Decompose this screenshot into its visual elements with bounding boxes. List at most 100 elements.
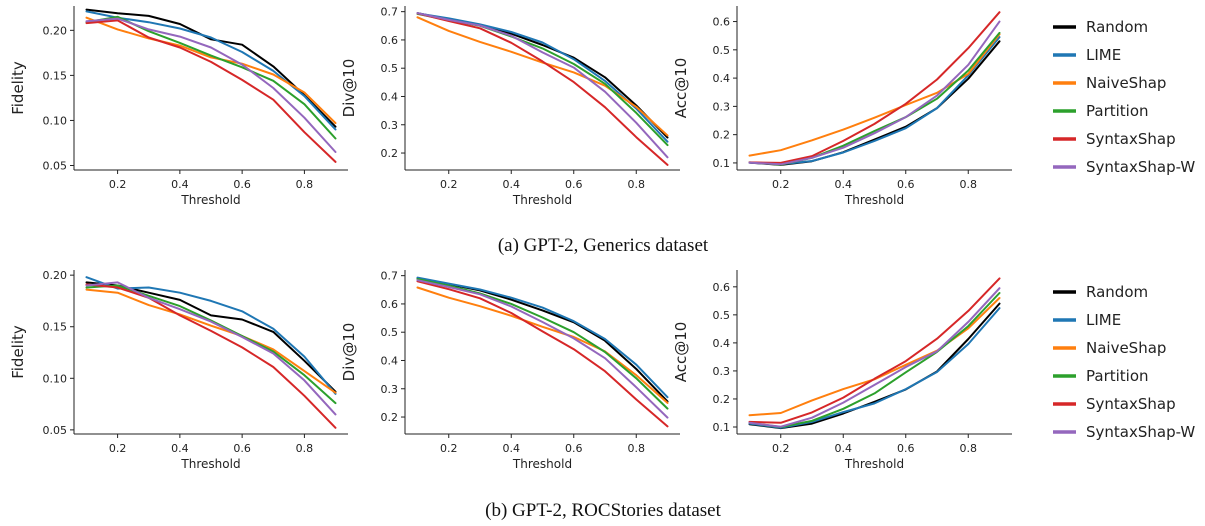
y-tick-label: 0.5 xyxy=(713,309,731,322)
x-axis-label: Threshold xyxy=(512,457,572,471)
series-line-naiveshap xyxy=(85,16,337,125)
legend-label: Random xyxy=(1086,283,1148,301)
x-tick-label: 0.6 xyxy=(897,178,915,191)
y-axis-label: Acc@10 xyxy=(672,322,690,383)
series-line-syntaxshap-w xyxy=(85,281,337,416)
series-line-lime xyxy=(748,36,1001,166)
chart-b-fidelity: 0.2 0.4 0.6 0.8 0.05 0.10 0.15 0.20 Threshold Fid… xyxy=(9,269,348,471)
y-tick-label: 0.4 xyxy=(381,90,399,103)
series-line-syntaxshap xyxy=(416,280,669,428)
y-tick-label: 0.7 xyxy=(381,270,399,283)
y-tick-label: 0.2 xyxy=(713,129,731,142)
legend-label: Random xyxy=(1086,18,1148,36)
series-line-naiveshap xyxy=(416,286,669,404)
y-axis-label: Div@10 xyxy=(340,59,358,118)
chart-a-acc: 0.2 0.4 0.6 0.8 0.1 0.2 0.3 0.4 0.5 0.6 Threshold A… xyxy=(672,6,1012,207)
series-line-naiveshap xyxy=(416,16,669,137)
y-tick-label: 0.6 xyxy=(713,281,731,294)
chart-a-fidelity: 0.2 0.4 0.6 0.8 0.05 0.10 0.15 0.20 Threshold Fid… xyxy=(9,6,348,207)
x-tick-label: 0.4 xyxy=(171,178,189,191)
y-axis-label: Div@10 xyxy=(340,323,358,382)
legend-label: Partition xyxy=(1086,367,1149,385)
x-axis-label: Threshold xyxy=(180,457,240,471)
y-tick-label: 0.3 xyxy=(381,383,399,396)
y-tick-label: 0.4 xyxy=(713,72,731,85)
y-tick-label: 0.2 xyxy=(381,411,399,424)
legend-label: NaiveShap xyxy=(1086,339,1166,357)
chart-a-div: 0.2 0.4 0.6 0.8 0.2 0.3 0.4 0.5 0.6 0.7 Threshold D… xyxy=(340,6,680,207)
y-tick-label: 0.5 xyxy=(381,62,399,75)
x-axis-label: Threshold xyxy=(844,457,904,471)
y-axis-label: Fidelity xyxy=(9,325,27,379)
x-tick-label: 0.4 xyxy=(171,442,189,455)
y-tick-label: 0.10 xyxy=(43,372,68,385)
x-tick-label: 0.6 xyxy=(233,442,251,455)
y-tick-label: 0.4 xyxy=(381,354,399,367)
caption-b: (b) GPT-2, ROCStories dataset xyxy=(485,500,721,521)
x-tick-label: 0.4 xyxy=(835,442,853,455)
y-axis-label: Fidelity xyxy=(9,61,27,115)
legend-label: SyntaxShap-W xyxy=(1086,158,1195,176)
x-tick-label: 0.2 xyxy=(109,178,127,191)
series-line-syntaxshap xyxy=(85,19,337,163)
series-line-syntaxshap xyxy=(748,11,1001,164)
series-line-syntaxshap-w xyxy=(85,17,337,153)
legend-label: Partition xyxy=(1086,102,1149,120)
series-line-partition xyxy=(85,15,337,140)
x-tick-label: 0.6 xyxy=(233,178,251,191)
y-tick-label: 0.20 xyxy=(43,24,68,37)
x-tick-label: 0.2 xyxy=(109,442,127,455)
y-axis-label: Acc@10 xyxy=(672,58,690,119)
x-tick-label: 0.8 xyxy=(296,442,314,455)
series-line-random xyxy=(416,277,669,403)
series-line-partition xyxy=(416,278,669,410)
caption-a: (a) GPT-2, Generics dataset xyxy=(498,235,709,256)
x-axis-label: Threshold xyxy=(180,193,240,207)
y-tick-label: 0.3 xyxy=(381,119,399,132)
x-tick-label: 0.2 xyxy=(772,442,790,455)
y-tick-label: 0.15 xyxy=(43,321,68,334)
series-line-naiveshap xyxy=(748,33,1001,157)
legend-label: SyntaxShap-W xyxy=(1086,423,1195,441)
y-tick-label: 0.4 xyxy=(713,337,731,350)
y-tick-label: 0.3 xyxy=(713,100,731,113)
legend-label: SyntaxShap xyxy=(1086,130,1176,148)
legend-label: LIME xyxy=(1086,46,1121,64)
series-line-partition xyxy=(748,31,1001,166)
x-tick-label: 0.8 xyxy=(628,178,646,191)
y-tick-label: 0.2 xyxy=(381,147,399,160)
y-tick-label: 0.6 xyxy=(381,298,399,311)
y-tick-label: 0.7 xyxy=(381,6,399,19)
x-tick-label: 0.2 xyxy=(440,178,458,191)
series-line-syntaxshap-w xyxy=(416,279,669,419)
legend-label: NaiveShap xyxy=(1086,74,1166,92)
y-tick-label: 0.3 xyxy=(713,365,731,378)
series-line-syntaxshap-w xyxy=(416,12,669,159)
x-tick-label: 0.6 xyxy=(897,442,915,455)
series-line-syntaxshap xyxy=(85,283,337,429)
legend-label: SyntaxShap xyxy=(1086,395,1176,413)
x-tick-label: 0.8 xyxy=(960,178,978,191)
x-tick-label: 0.2 xyxy=(440,442,458,455)
series-line-partition xyxy=(748,292,1001,428)
y-tick-label: 0.2 xyxy=(713,393,731,406)
series-line-partition xyxy=(85,284,337,405)
y-tick-label: 0.10 xyxy=(43,114,68,127)
x-tick-label: 0.8 xyxy=(960,442,978,455)
legend-b: Random LIME NaiveShap Partition SyntaxShap Sy… xyxy=(1053,283,1195,441)
series-line-random xyxy=(416,12,669,139)
y-tick-label: 0.1 xyxy=(713,421,731,434)
y-tick-label: 0.15 xyxy=(43,69,68,82)
x-axis-label: Threshold xyxy=(512,193,572,207)
x-tick-label: 0.8 xyxy=(628,442,646,455)
x-tick-label: 0.4 xyxy=(835,178,853,191)
y-tick-label: 0.5 xyxy=(381,326,399,339)
series-line-syntaxshap-w xyxy=(748,20,1001,166)
series-line-syntaxshap xyxy=(416,12,669,166)
y-tick-label: 0.05 xyxy=(43,159,68,172)
y-tick-label: 0.20 xyxy=(43,269,68,282)
y-tick-label: 0.05 xyxy=(43,424,68,437)
series-line-lime xyxy=(416,276,669,399)
y-tick-label: 0.1 xyxy=(713,157,731,170)
